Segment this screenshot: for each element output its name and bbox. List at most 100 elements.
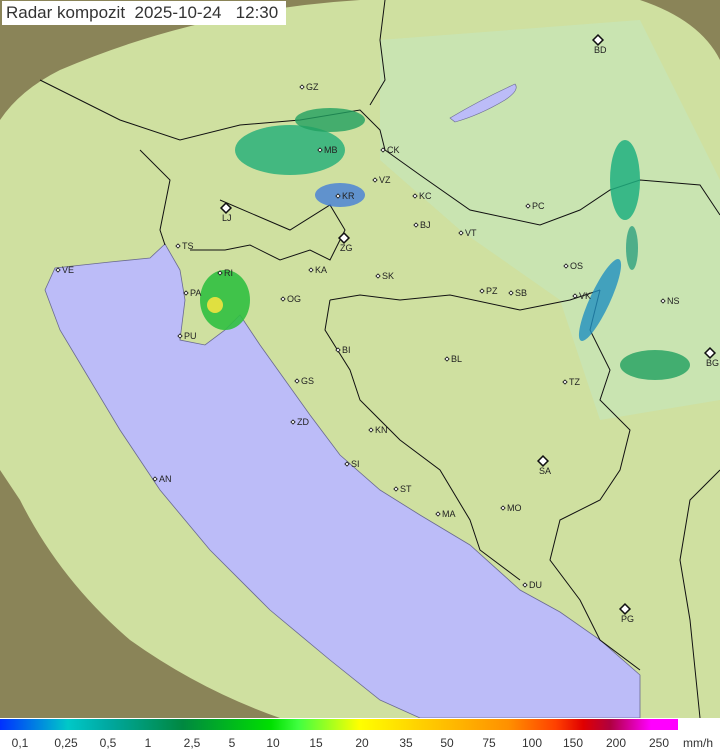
city-label: NS: [667, 296, 680, 306]
lake-balaton: [449, 83, 517, 123]
city-label: DU: [529, 580, 542, 590]
city-label: CK: [387, 145, 400, 155]
city-marker: [177, 333, 183, 339]
city-marker: [500, 505, 506, 511]
city-marker: [344, 461, 350, 467]
city-label: ST: [400, 484, 412, 494]
city-marker: [335, 347, 341, 353]
legend-color-scale: [0, 719, 678, 730]
city-label: PA: [190, 288, 201, 298]
legend-tick: 75: [482, 736, 496, 750]
city-marker: [175, 243, 181, 249]
city-marker: [412, 193, 418, 199]
city-marker: [308, 267, 314, 273]
city-label: ZG: [340, 243, 353, 253]
legend-tick: 0,5: [99, 736, 117, 750]
legend-tick: 1: [144, 736, 152, 750]
legend-tick: 200: [605, 736, 627, 750]
city-marker: [152, 476, 158, 482]
city-label: KA: [315, 265, 327, 275]
city-label: KR: [342, 191, 355, 201]
city-marker: [562, 379, 568, 385]
city-marker: [380, 147, 386, 153]
city-marker: [508, 290, 514, 296]
city-label: PU: [184, 331, 197, 341]
city-marker: [703, 346, 717, 360]
city-label: ZD: [297, 417, 309, 427]
city-marker: [290, 419, 296, 425]
city-label: PC: [532, 201, 545, 211]
city-label: SB: [515, 288, 527, 298]
city-marker: [660, 298, 666, 304]
city-label: LJ: [222, 213, 232, 223]
city-label: VT: [465, 228, 477, 238]
city-marker: [563, 263, 569, 269]
city-marker: [299, 84, 305, 90]
city-marker: [618, 602, 632, 616]
city-label: PG: [621, 614, 634, 624]
city-marker: [317, 147, 323, 153]
city-label: KN: [375, 425, 388, 435]
city-marker: [525, 203, 531, 209]
title-label: Radar kompozit: [6, 3, 126, 22]
city-marker: [479, 288, 485, 294]
city-marker: [55, 267, 61, 273]
city-label: KC: [419, 191, 432, 201]
city-marker: [522, 582, 528, 588]
legend-tick: 35: [399, 736, 413, 750]
legend-unit: mm/h: [683, 736, 713, 750]
city-label: GZ: [306, 82, 319, 92]
city-marker: [536, 454, 550, 468]
legend-tick: 20: [355, 736, 369, 750]
city-marker: [458, 230, 464, 236]
land-east: [380, 20, 720, 420]
city-label: SA: [539, 466, 551, 476]
city-marker: [375, 273, 381, 279]
city-label: VE: [62, 265, 74, 275]
radar-map[interactable]: GZ BD MB CK VZ KR LJ KC PC ZG BJ VT TS VE KA SK OS RI PA OG…: [0, 0, 720, 718]
city-marker: [183, 290, 189, 296]
city-label: AN: [159, 474, 172, 484]
city-label: MB: [324, 145, 338, 155]
city-label: OS: [570, 261, 583, 271]
city-marker: [280, 296, 286, 302]
city-marker: [335, 193, 341, 199]
city-marker: [435, 511, 441, 517]
city-marker: [294, 378, 300, 384]
legend-tick: 5: [228, 736, 236, 750]
city-label: VZ: [379, 175, 391, 185]
city-label: RI: [224, 268, 233, 278]
city-marker: [393, 486, 399, 492]
city-label: BG: [706, 358, 719, 368]
city-label: PZ: [486, 286, 498, 296]
city-label: BI: [342, 345, 351, 355]
city-marker: [372, 177, 378, 183]
city-markers: GZ BD MB CK VZ KR LJ KC PC ZG BJ VT TS VE KA SK OS RI PA OG…: [55, 33, 719, 624]
city-label: OG: [287, 294, 301, 304]
borders: [39, 0, 720, 718]
legend-tick: 100: [521, 736, 543, 750]
city-marker: [217, 270, 223, 276]
city-label: TZ: [569, 377, 580, 387]
city-label: TS: [182, 241, 194, 251]
city-marker: [591, 33, 605, 47]
title-date: 2025-10-24: [134, 3, 222, 22]
city-marker: [444, 356, 450, 362]
city-label: BJ: [420, 220, 431, 230]
legend-tick: 0,1: [11, 736, 29, 750]
map-title: Radar kompozit 2025-10-24 12:30: [2, 1, 287, 25]
rain-cells: [200, 108, 690, 380]
city-label: GS: [301, 376, 314, 386]
city-label: MO: [507, 503, 522, 513]
city-label: SI: [351, 459, 360, 469]
legend-tick: 2,5: [183, 736, 201, 750]
city-marker: [337, 231, 351, 245]
legend-tick: 250: [648, 736, 670, 750]
city-marker: [368, 427, 374, 433]
legend-tick: 10: [266, 736, 280, 750]
city-label: MA: [442, 509, 456, 519]
city-marker: [572, 293, 578, 299]
legend-tick: 50: [440, 736, 454, 750]
legend-tick: 15: [309, 736, 323, 750]
